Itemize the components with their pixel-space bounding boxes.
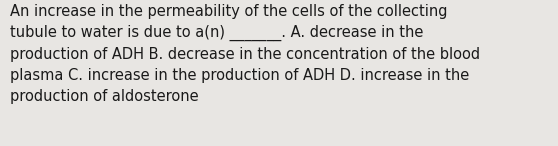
Text: An increase in the permeability of the cells of the collecting
tubule to water i: An increase in the permeability of the c… [10, 4, 480, 104]
